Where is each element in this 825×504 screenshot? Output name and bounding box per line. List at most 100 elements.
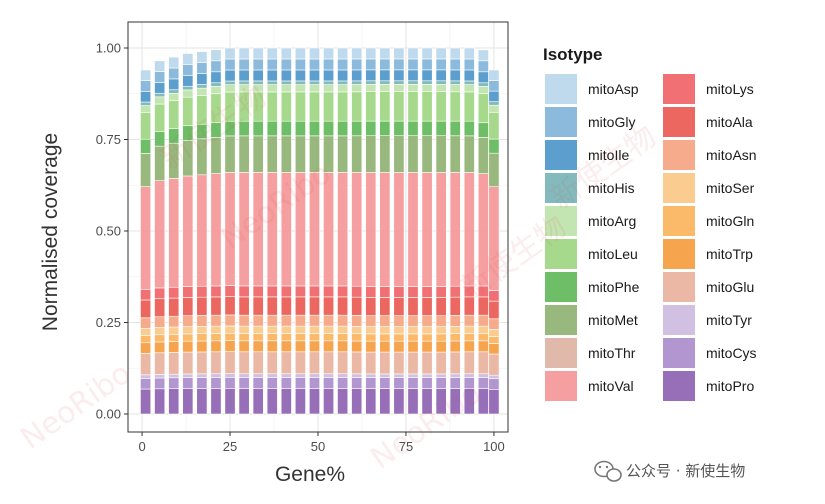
bar-segment-mitoSer <box>266 325 278 334</box>
bar-segment-mitoSer <box>224 325 236 334</box>
bar-segment-mitoCys <box>435 377 447 389</box>
bar-segment-mitoGly <box>379 58 391 71</box>
bar-segment-mitoLys <box>196 285 208 298</box>
bar-segment-mitoSer <box>294 325 306 334</box>
bar-segment-mitoAsn <box>210 314 222 327</box>
bar-segment-mitoPhe <box>407 120 419 137</box>
bar-segment-mitoIle <box>393 69 405 82</box>
bar-segment-mitoIle <box>140 91 152 103</box>
bar-segment-mitoSer <box>365 326 377 335</box>
bar-segment-mitoGlu <box>393 351 405 375</box>
bar-segment-mitoTyr <box>154 374 166 379</box>
bar-segment-mitoLeu <box>393 91 405 122</box>
legend-key-mitoHis <box>545 173 577 203</box>
bar-stack-group <box>127 21 509 433</box>
bar-segment-mitoVal <box>407 172 419 287</box>
bar-segment-mitoLys <box>393 286 405 298</box>
bar-segment-mitoVal <box>379 172 391 287</box>
bar-segment-mitoGln <box>210 333 222 342</box>
bar-segment-mitoHis <box>488 101 500 106</box>
bar-segment-mitoArg <box>463 84 475 93</box>
bar-segment-mitoAsp <box>337 47 349 60</box>
bar-segment-mitoIle <box>351 69 363 82</box>
legend-key-mitoTyr <box>663 305 695 335</box>
bar-segment-mitoHis <box>323 80 335 85</box>
bar-segment-mitoLys <box>407 286 419 298</box>
bar-segment-mitoAsp <box>477 49 489 62</box>
bar-segment-mitoGln <box>477 333 489 342</box>
bar-segment-mitoTrp <box>294 340 306 353</box>
bar-segment-mitoGly <box>182 64 194 76</box>
bar-segment-mitoVal <box>421 172 433 287</box>
bar-segment-mitoGly <box>488 80 500 92</box>
y-tick-label: 1.00 <box>96 41 121 56</box>
legend-label-mitoLeu: mitoLeu <box>588 246 638 262</box>
bar-segment-mitoTyr <box>238 373 250 378</box>
bar-segment-mitoSer <box>449 326 461 334</box>
bar-segment-mitoHis <box>365 80 377 85</box>
legend-label-mitoAla: mitoAla <box>706 114 753 130</box>
bar-segment-mitoPhe <box>294 120 306 137</box>
bar-segment-mitoTrp <box>435 340 447 353</box>
bar-segment-mitoGly <box>210 60 222 73</box>
legend-key-mitoArg <box>545 206 577 236</box>
bar-segment-mitoHis <box>168 89 180 94</box>
bar-segment-mitoTrp <box>224 340 236 352</box>
bar-segment-mitoTrp <box>379 340 391 353</box>
bar-segment-mitoGln <box>182 333 194 342</box>
bar-segment-mitoGln <box>449 333 461 342</box>
bar-segment-mitoLeu <box>309 91 320 122</box>
legend-key-mitoGln <box>663 206 695 236</box>
legend-label-mitoHis: mitoHis <box>588 180 635 196</box>
bar-segment-mitoGlu <box>252 351 264 375</box>
bar-segment-mitoIle <box>280 69 292 82</box>
bar-segment-mitoAla <box>449 296 461 316</box>
bar-segment-mitoGly <box>309 58 320 71</box>
bar-segment-mitoHis <box>224 80 236 85</box>
bar-segment-mitoPro <box>488 389 500 415</box>
bar-segment-mitoCys <box>393 377 405 389</box>
legend-key-mitoThr <box>545 338 577 368</box>
bar-segment-mitoAsp <box>168 56 180 69</box>
bar-segment-mitoIle <box>224 69 236 82</box>
bar-segment-mitoCys <box>182 377 194 389</box>
bar-segment-mitoTrp <box>351 340 363 353</box>
y-tick-label: 0.00 <box>96 407 121 422</box>
bar-segment-mitoTyr <box>435 373 447 378</box>
bar-segment-mitoLys <box>435 286 447 298</box>
bar-segment-mitoArg <box>323 84 335 93</box>
bar-segment-mitoLeu <box>280 91 292 122</box>
bar-segment-mitoGlu <box>210 351 222 375</box>
bar-segment-mitoHis <box>154 92 166 98</box>
bar-segment-mitoGlu <box>224 351 236 374</box>
bar-segment-mitoMet <box>435 135 447 173</box>
bar-segment-mitoAsp <box>351 47 363 60</box>
bar-segment-mitoGly <box>238 58 250 71</box>
bar-segment-mitoCys <box>210 377 222 389</box>
bar-segment-mitoSer <box>463 325 475 334</box>
bar-segment-mitoGlu <box>309 351 320 375</box>
legend-key-mitoCys <box>663 338 695 368</box>
bar-segment-mitoAla <box>140 299 152 319</box>
bar-segment-mitoCys <box>477 377 489 389</box>
bar-segment-mitoArg <box>379 84 391 93</box>
bar-segment-mitoGly <box>140 80 152 92</box>
bar-segment-mitoAla <box>337 296 349 316</box>
bar-segment-mitoTrp <box>407 340 419 353</box>
bar-segment-mitoAsp <box>421 47 433 60</box>
bar-segment-mitoGlu <box>421 351 433 375</box>
bar-segment-mitoTrp <box>210 340 222 353</box>
bar-segment-mitoGln <box>393 333 405 342</box>
bar-segment-mitoSer <box>407 326 419 335</box>
y-tick-label: 0.75 <box>96 132 121 147</box>
bar-segment-mitoGlu <box>182 351 194 375</box>
bar-segment-mitoAsn <box>280 314 292 327</box>
bar-segment-mitoPhe <box>365 120 377 137</box>
bar-segment-mitoArg <box>435 84 447 93</box>
bar-segment-mitoPhe <box>477 122 489 138</box>
bar-segment-mitoCys <box>337 377 349 389</box>
bar-segment-mitoAsn <box>463 314 475 327</box>
bar-segment-mitoLeu <box>488 111 500 140</box>
wechat-icon <box>594 460 622 482</box>
